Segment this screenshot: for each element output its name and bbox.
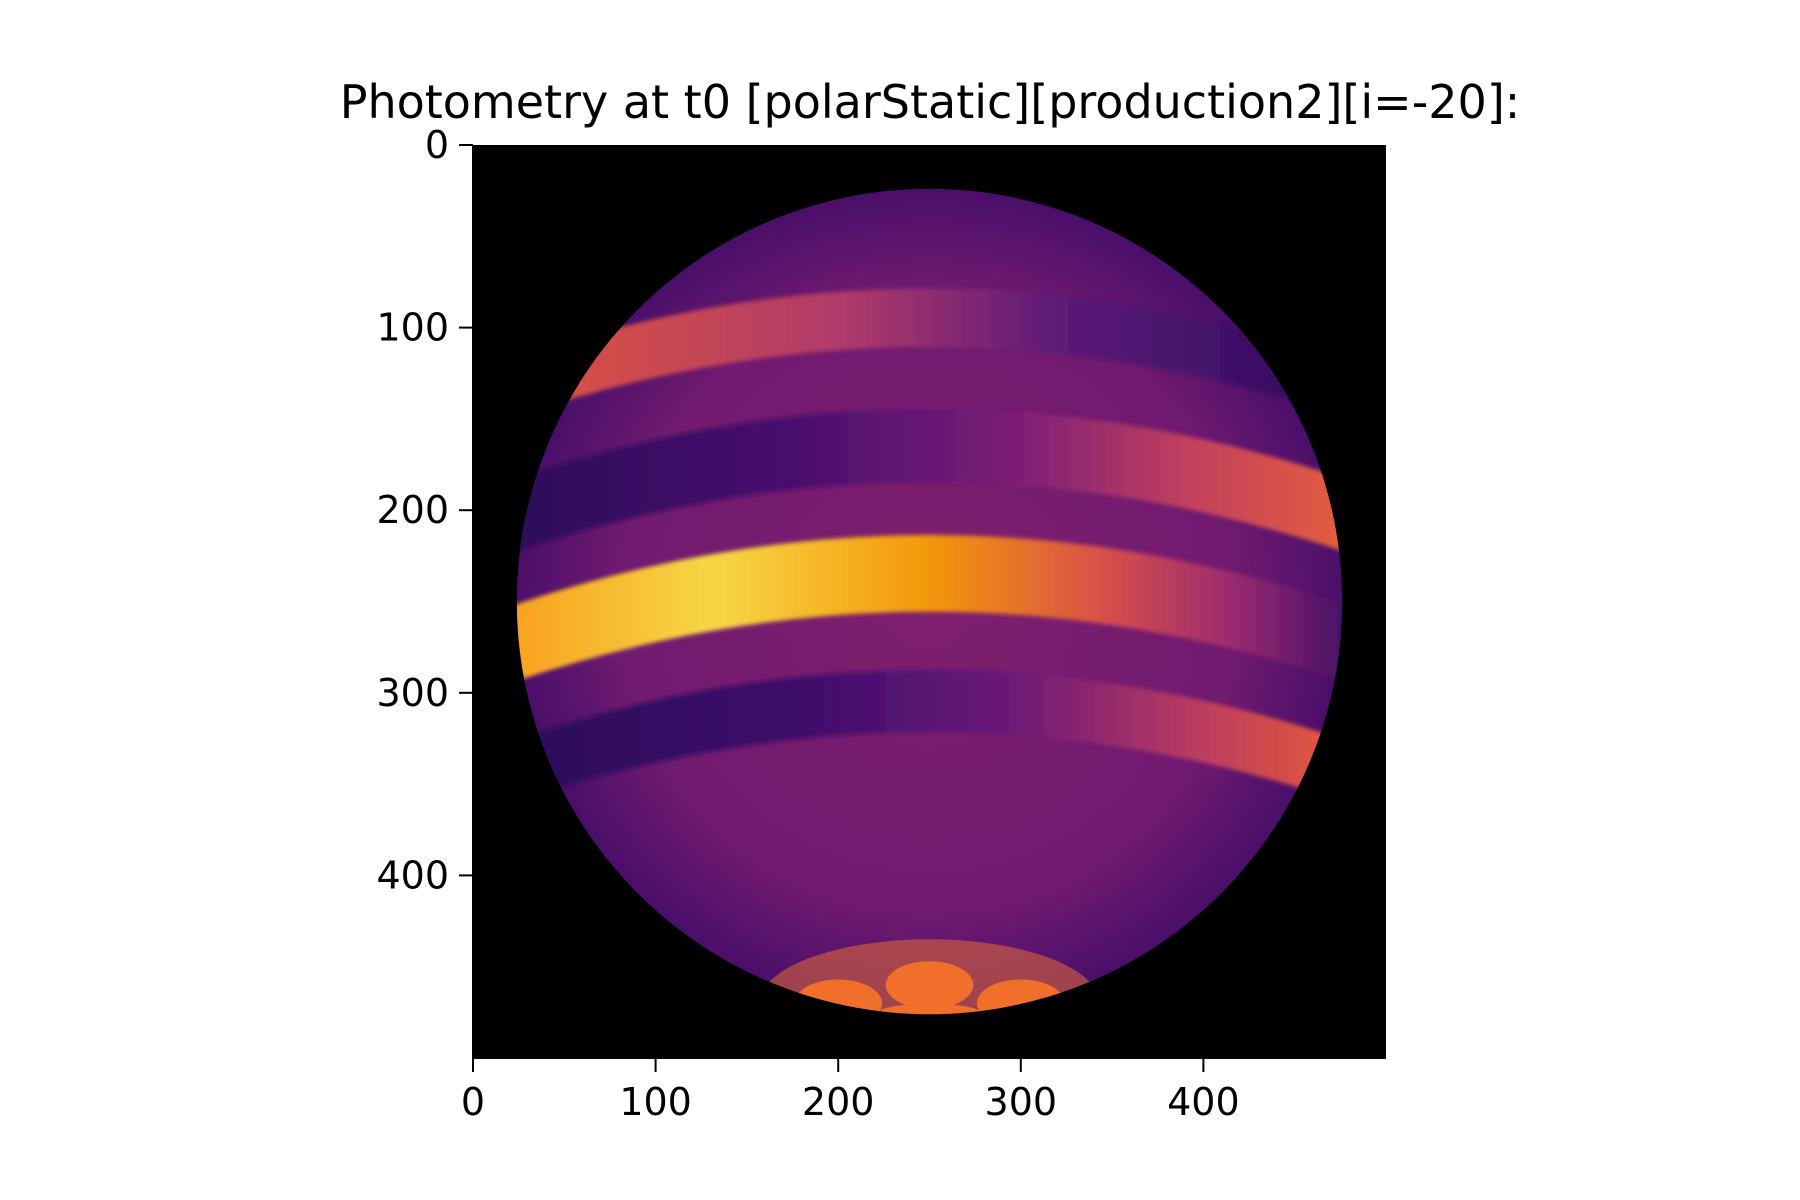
latitude-band-2 — [516, 408, 1343, 558]
plot-area — [473, 145, 1386, 1058]
polar-spot-3 — [976, 979, 1065, 1015]
polar-spot-1 — [794, 979, 883, 1015]
y-tick-label: 300 — [376, 671, 449, 715]
latitude-band-4 — [516, 670, 1343, 809]
y-axis: 0 100 200 300 400 — [376, 123, 474, 1058]
y-tick-label: 0 — [425, 123, 449, 167]
latitude-band-3 — [516, 534, 1343, 688]
latitude-band-1 — [516, 288, 1343, 423]
y-tick-label: 200 — [376, 488, 449, 532]
x-tick-label: 200 — [802, 1080, 875, 1124]
x-tick-label: 0 — [461, 1080, 485, 1124]
polar-cap — [759, 939, 1100, 1015]
x-tick-label: 400 — [1167, 1080, 1240, 1124]
chart-title: Photometry at t0 [polarStatic][productio… — [340, 75, 1521, 129]
y-tick-label: 400 — [376, 853, 449, 897]
x-axis: 0 100 200 300 400 — [461, 1057, 1386, 1124]
stellar-disk — [516, 188, 1343, 1015]
polar-spot-2 — [885, 961, 974, 1009]
y-tick-label: 100 — [376, 306, 449, 350]
x-tick-label: 100 — [619, 1080, 692, 1124]
band-group — [516, 288, 1343, 809]
x-tick-label: 300 — [985, 1080, 1058, 1124]
